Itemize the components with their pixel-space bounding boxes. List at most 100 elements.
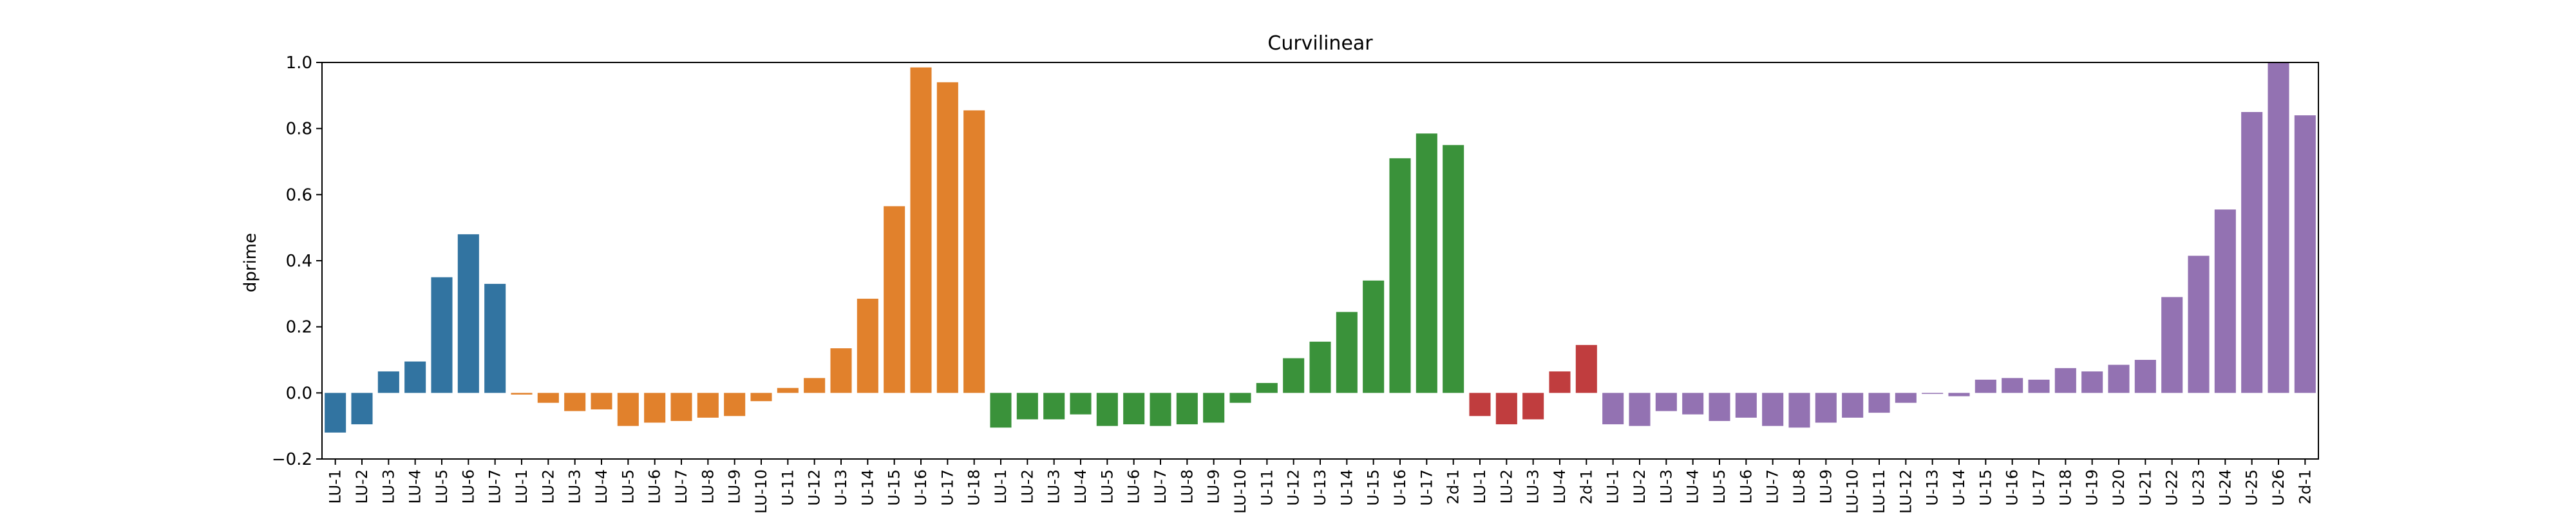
x-tick-label: U-12 [806,469,824,506]
x-tick-label: LU-7 [1151,469,1170,504]
bar [1203,393,1225,423]
bar [697,393,719,418]
bar [2028,379,2050,393]
bar [1629,393,1651,426]
bar [1682,393,1704,415]
x-tick-label: LU-12 [1897,469,1915,514]
x-tick-label: LU-8 [1178,469,1196,504]
bar [564,393,586,411]
x-tick-label: LU-3 [1657,469,1675,504]
bar [404,361,426,393]
bar [777,388,799,393]
x-tick-label: 2d-1 [1444,469,1463,504]
y-axis-label: dprime [241,233,260,292]
x-tick-label: LU-10 [752,469,770,514]
bar [1363,280,1385,393]
y-tick-layer: −0.2 0.0 0.2 0.4 0.6 0.8 1.0 [272,53,322,469]
x-tick-label: LU-9 [1817,469,1835,504]
bar [1655,393,1677,411]
bar [1895,393,1917,403]
x-tick-label: U-22 [2163,469,2181,506]
bar [511,393,533,395]
x-tick-label: LU-4 [1551,469,1569,504]
bar [1150,393,1171,426]
bar [2002,378,2023,393]
y-tick-label: 0.4 [286,252,312,271]
bar [1549,371,1571,393]
bar [2214,209,2236,393]
x-tick-label: U-12 [1285,469,1303,506]
bar [2268,62,2289,393]
bar [936,82,958,393]
x-tick-label: U-25 [2243,469,2261,506]
y-tick-label: −0.2 [272,450,312,469]
bar [804,378,826,393]
x-tick-label: LU-8 [1790,469,1808,504]
x-tick-label: U-20 [2110,469,2128,506]
bar [1016,393,1038,420]
x-tick-label: LU-1 [1471,469,1489,504]
x-tick-label: LU-6 [459,469,477,504]
bar [1443,145,1464,393]
x-tick-label: U-21 [2136,469,2154,506]
bar [724,393,746,417]
chart-title: Curvilinear [1267,32,1373,55]
bar [2161,297,2183,393]
x-tick-label: LU-4 [1684,469,1702,504]
bar [2054,368,2076,393]
x-tick-label: LU-5 [619,469,637,504]
bar [1389,158,1411,393]
x-tick-label: LU-2 [353,469,371,504]
x-tick-label: U-17 [2030,469,2048,506]
bar [1868,393,1890,413]
x-tick-label: LU-5 [433,469,451,504]
x-tick-label: LU-10 [1844,469,1862,514]
x-tick-label: U-17 [1417,469,1435,506]
bar [884,206,905,393]
bar [1256,382,1278,393]
bar [1788,393,1810,428]
bar [1575,344,1597,393]
x-tick-label: LU-1 [992,469,1010,504]
y-tick-label: 0.8 [286,120,312,139]
x-tick-label: LU-4 [1072,469,1090,504]
bar [1735,393,1757,418]
bar [457,234,479,393]
bar [990,393,1012,428]
x-tick-label: LU-7 [1764,469,1782,504]
x-tick-label: LU-5 [1710,469,1728,504]
x-tick-label: U-24 [2216,469,2234,506]
x-tick-label: U-15 [1976,469,1994,506]
bar [910,67,932,393]
bar [2134,360,2156,393]
bar [1522,393,1544,420]
x-tick-layer: LU-1 LU-2 LU-3 LU-4 LU-5 LU-6 LU-7 LU-1 LU-2 LU-3… [327,459,2314,514]
x-tick-label: U-18 [965,469,983,506]
x-tick-label: U-15 [886,469,904,506]
x-tick-label: U-13 [1924,469,1942,506]
bar [1416,133,1437,393]
y-tick-label: 1.0 [286,53,312,73]
x-tick-label: LU-6 [1125,469,1143,504]
x-tick-label: U-16 [1391,469,1409,506]
x-tick-label: LU-1 [1604,469,1622,504]
bar [1922,393,1944,394]
y-tick-label: 0.2 [286,318,312,337]
x-tick-label: U-16 [2003,469,2022,506]
bar [857,299,878,393]
bar [963,110,985,393]
x-tick-label: U-11 [1258,469,1276,506]
x-tick-label: 2d-1 [2296,469,2314,504]
bar [1096,393,1118,426]
bar [1043,393,1065,420]
x-tick-label: U-23 [2190,469,2208,506]
bar [1176,393,1198,425]
bar [325,393,346,433]
bar [431,277,453,393]
bar [1336,312,1358,393]
bar [1309,341,1331,393]
x-tick-label: U-14 [858,469,876,506]
bar [2188,256,2210,393]
bars-layer [325,62,2316,433]
bar [377,371,399,393]
